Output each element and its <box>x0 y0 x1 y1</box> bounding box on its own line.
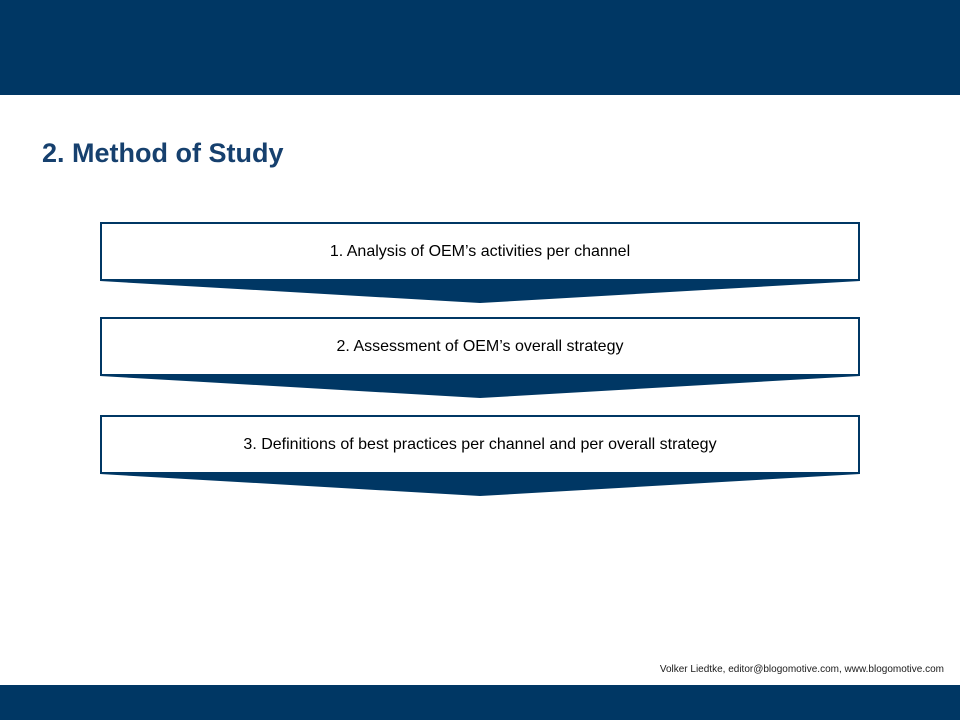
page-title: 2. Method of Study <box>42 138 284 168</box>
step-box: 2. Assessment of OEM’s overall strategy <box>100 317 860 376</box>
chevron-down-arrow <box>100 279 860 303</box>
step-box: 1. Analysis of OEM’s activities per chan… <box>100 222 860 281</box>
bottom-banner <box>0 685 960 720</box>
chevron-down-arrow <box>100 472 860 496</box>
footer-credit: Volker Liedtke, editor@blogomotive.com, … <box>659 664 944 675</box>
step-box: 3. Definitions of best practices per cha… <box>100 415 860 474</box>
top-banner <box>0 0 960 95</box>
chevron-down-arrow <box>100 374 860 398</box>
